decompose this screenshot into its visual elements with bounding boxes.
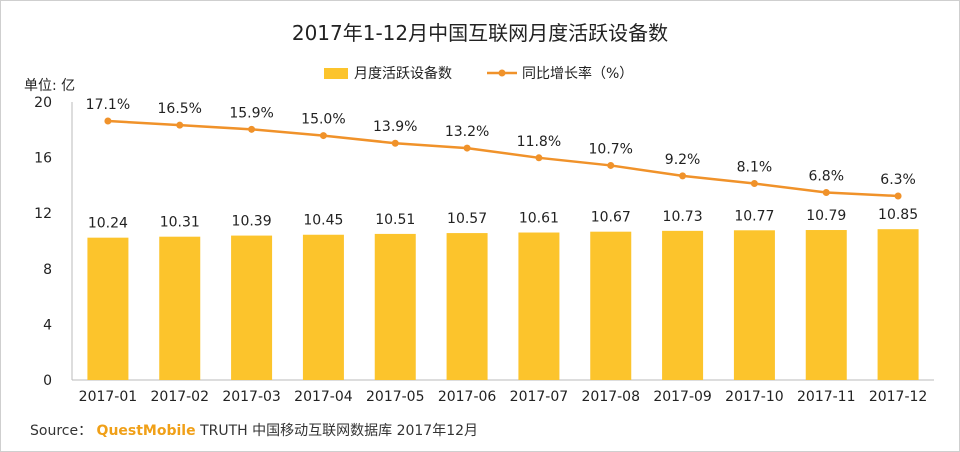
growth-point	[679, 172, 687, 180]
growth-point	[319, 132, 327, 140]
growth-value-label: 15.0%	[301, 112, 345, 128]
growth-value-label: 17.1%	[86, 97, 130, 113]
bar	[159, 236, 201, 380]
x-ticks: 2017-01 2017-02 2017-03 2017-04 2017-05 2017-…	[79, 389, 928, 405]
growth-value-label: 8.1%	[737, 160, 773, 176]
growth-point	[248, 125, 256, 133]
source-rest: TRUTH 中国移动互联网数据库 2017年12月	[200, 423, 479, 439]
growth-value-label: 11.8%	[517, 134, 561, 150]
bar-value-label: 10.31	[160, 215, 200, 231]
bar	[231, 235, 273, 380]
growth-value-label: 15.9%	[229, 105, 273, 121]
bar	[877, 229, 919, 380]
bars: 10.24 10.31 10.39 10.45 10.51 10.57 10.61 10.67…	[87, 207, 919, 380]
bar-value-label: 10.51	[375, 212, 415, 228]
y-tick-label: 8	[43, 262, 52, 278]
growth-line: 17.1% 16.5% 15.9% 15.0% 13.9% 13.2% 11.8% 10.7%…	[86, 97, 916, 200]
x-tick-label: 2017-02	[151, 389, 210, 405]
bar	[590, 231, 632, 380]
bar-value-label: 10.77	[734, 208, 774, 224]
x-tick-label: 2017-12	[869, 389, 928, 405]
x-tick-label: 2017-07	[510, 389, 569, 405]
x-tick-label: 2017-11	[797, 389, 856, 405]
growth-value-label: 6.8%	[808, 169, 844, 185]
growth-point	[176, 121, 184, 129]
legend-line-marker	[498, 69, 506, 77]
growth-point	[463, 144, 471, 152]
x-tick-label: 2017-01	[79, 389, 138, 405]
y-tick-label: 4	[43, 317, 52, 333]
chart-title: 2017年1-12月中国互联网月度活跃设备数	[292, 21, 668, 45]
growth-point	[535, 154, 543, 162]
x-tick-label: 2017-03	[222, 389, 281, 405]
growth-point	[391, 139, 399, 147]
growth-value-label: 9.2%	[665, 152, 701, 168]
y-tick-label: 16	[34, 151, 52, 167]
bar	[302, 234, 344, 380]
bar-value-label: 10.85	[878, 207, 918, 223]
bar	[446, 233, 488, 380]
bar-value-label: 10.67	[591, 210, 631, 226]
growth-value-label: 10.7%	[589, 141, 633, 157]
x-tick-label: 2017-06	[438, 389, 497, 405]
x-tick-label: 2017-04	[294, 389, 353, 405]
growth-point	[822, 189, 830, 197]
x-tick-label: 2017-05	[366, 389, 425, 405]
legend-line-label: 同比增长率（%）	[522, 65, 633, 82]
growth-point	[750, 180, 758, 187]
growth-value-label: 13.2%	[445, 124, 489, 140]
growth-point	[104, 117, 112, 125]
y-tick-label: 20	[34, 95, 52, 111]
x-tick-label: 2017-10	[725, 389, 784, 405]
bar	[518, 232, 560, 380]
bar-value-label: 10.79	[806, 208, 846, 224]
growth-point	[894, 192, 902, 200]
x-tick-label: 2017-08	[582, 389, 641, 405]
bar	[87, 237, 129, 380]
x-tick-label: 2017-09	[653, 389, 712, 405]
growth-value-label: 13.9%	[373, 119, 417, 135]
bar-value-label: 10.45	[303, 213, 343, 229]
bar	[662, 230, 704, 380]
growth-value-label: 6.3%	[880, 172, 916, 188]
bar-value-label: 10.57	[447, 211, 487, 227]
growth-point	[607, 161, 615, 169]
bar	[374, 233, 416, 380]
bar	[733, 230, 775, 380]
bar	[805, 230, 847, 380]
growth-value-label: 16.5%	[158, 101, 202, 117]
legend: 月度活跃设备数 同比增长率（%）	[324, 65, 633, 82]
bar-value-label: 10.73	[663, 209, 703, 225]
source-brand: QuestMobile	[96, 423, 196, 439]
bar-value-label: 10.24	[88, 216, 128, 232]
y-tick-label: 12	[34, 206, 52, 222]
bar-value-label: 10.39	[232, 214, 272, 230]
y-unit-label: 单位: 亿	[24, 78, 75, 94]
y-tick-label: 0	[43, 373, 52, 389]
source-note: Source： QuestMobile TRUTH 中国移动互联网数据库 201…	[30, 420, 478, 440]
source-prefix: Source：	[30, 423, 93, 439]
growth-line-path	[107, 119, 899, 198]
y-ticks: 0 4 8 12 16 20	[34, 95, 52, 389]
legend-bar-swatch	[324, 68, 348, 79]
bar-value-label: 10.61	[519, 211, 559, 227]
legend-bar-label: 月度活跃设备数	[354, 65, 452, 82]
